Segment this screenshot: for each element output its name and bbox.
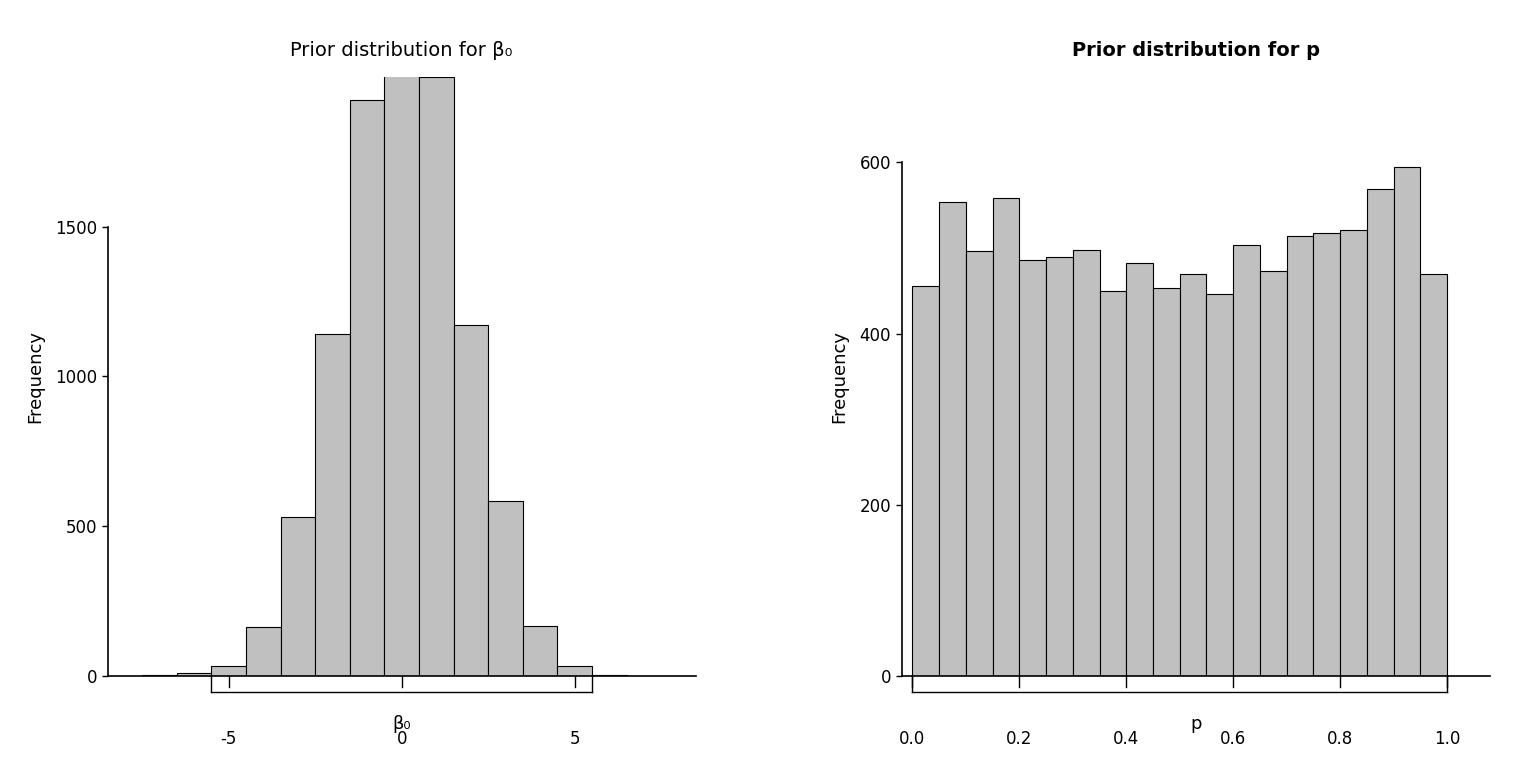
Bar — [350, 101, 384, 676]
Bar — [1367, 189, 1393, 676]
Bar — [912, 286, 938, 676]
Bar — [1313, 233, 1341, 676]
Bar — [1260, 271, 1287, 676]
Text: 0: 0 — [396, 730, 407, 748]
Bar — [1393, 167, 1421, 676]
Text: 0.8: 0.8 — [1327, 730, 1353, 748]
Bar — [281, 518, 315, 676]
Bar — [1046, 257, 1072, 676]
Bar — [966, 250, 992, 676]
Bar — [522, 626, 558, 676]
Bar — [419, 77, 453, 676]
Bar — [1126, 263, 1154, 676]
Bar — [992, 198, 1020, 676]
Bar — [315, 334, 350, 676]
Bar — [212, 667, 246, 676]
Bar — [177, 674, 212, 676]
Bar — [1180, 273, 1206, 676]
Bar — [1287, 236, 1313, 676]
Y-axis label: Frequency: Frequency — [26, 329, 45, 423]
Bar — [246, 627, 281, 676]
Text: 5: 5 — [570, 730, 581, 748]
Bar — [1154, 288, 1180, 676]
Bar — [1233, 246, 1260, 676]
Bar — [488, 502, 522, 676]
Text: 0.4: 0.4 — [1114, 730, 1140, 748]
Bar — [1100, 291, 1126, 676]
Bar — [384, 3, 419, 676]
Text: 0.0: 0.0 — [899, 730, 926, 748]
Text: 0.6: 0.6 — [1220, 730, 1246, 748]
Y-axis label: Frequency: Frequency — [831, 329, 848, 423]
X-axis label: p: p — [1190, 715, 1201, 733]
Bar — [453, 325, 488, 676]
X-axis label: β₀: β₀ — [392, 715, 412, 733]
Text: 1.0: 1.0 — [1435, 730, 1461, 748]
Bar — [1072, 250, 1100, 676]
Bar — [1421, 273, 1447, 676]
Title: Prior distribution for p: Prior distribution for p — [1072, 41, 1319, 60]
Text: 0.2: 0.2 — [1006, 730, 1032, 748]
Bar — [1206, 294, 1233, 676]
Bar — [1020, 260, 1046, 676]
Title: Prior distribution for β₀: Prior distribution for β₀ — [290, 41, 513, 60]
Bar — [938, 202, 966, 676]
Text: -5: -5 — [221, 730, 237, 748]
Bar — [558, 666, 591, 676]
Bar — [1341, 230, 1367, 676]
